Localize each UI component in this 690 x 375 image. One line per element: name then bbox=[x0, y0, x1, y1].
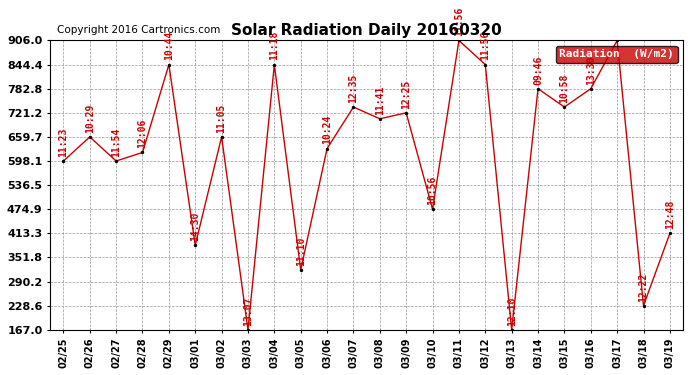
Text: 11:54: 11:54 bbox=[111, 128, 121, 157]
Text: 09:46: 09:46 bbox=[533, 55, 543, 84]
Text: 12:48: 12:48 bbox=[665, 200, 675, 229]
Point bbox=[322, 146, 333, 152]
Point bbox=[84, 134, 95, 140]
Text: 11:23: 11:23 bbox=[59, 128, 68, 157]
Point bbox=[374, 116, 385, 122]
Text: 12:22: 12:22 bbox=[638, 272, 649, 302]
Point bbox=[664, 230, 676, 236]
Point bbox=[58, 158, 69, 164]
Text: 10:24: 10:24 bbox=[322, 115, 332, 144]
Point bbox=[611, 38, 622, 44]
Point bbox=[559, 104, 570, 110]
Text: 11:10: 11:10 bbox=[296, 236, 306, 266]
Title: Solar Radiation Daily 20160320: Solar Radiation Daily 20160320 bbox=[231, 23, 502, 38]
Legend: Radiation  (W/m2): Radiation (W/m2) bbox=[556, 46, 678, 63]
Point bbox=[295, 267, 306, 273]
Text: 11:41: 11:41 bbox=[375, 85, 385, 115]
Point bbox=[137, 150, 148, 156]
Text: 12:10: 12:10 bbox=[506, 296, 517, 326]
Point bbox=[110, 158, 121, 164]
Text: 10:44: 10:44 bbox=[164, 31, 174, 60]
Point bbox=[164, 62, 175, 68]
Point bbox=[453, 38, 464, 44]
Text: 12:35: 12:35 bbox=[348, 74, 358, 103]
Point bbox=[585, 86, 596, 92]
Text: 10:56: 10:56 bbox=[428, 176, 437, 205]
Text: Copyright 2016 Cartronics.com: Copyright 2016 Cartronics.com bbox=[57, 25, 220, 35]
Text: 10:58: 10:58 bbox=[560, 74, 569, 103]
Point bbox=[242, 327, 253, 333]
Text: 11:18: 11:18 bbox=[269, 31, 279, 60]
Point bbox=[638, 303, 649, 309]
Text: 10:29: 10:29 bbox=[85, 104, 95, 133]
Text: 11:56: 11:56 bbox=[480, 31, 491, 60]
Text: 13:07: 13:07 bbox=[243, 296, 253, 326]
Point bbox=[216, 134, 227, 140]
Point bbox=[401, 110, 412, 116]
Text: 11:05: 11:05 bbox=[217, 104, 226, 133]
Point bbox=[269, 62, 280, 68]
Point bbox=[190, 242, 201, 248]
Point bbox=[348, 104, 359, 110]
Point bbox=[480, 62, 491, 68]
Point bbox=[427, 206, 438, 212]
Point bbox=[533, 86, 544, 92]
Text: 13:30: 13:30 bbox=[586, 55, 595, 84]
Text: 11:56: 11:56 bbox=[454, 7, 464, 36]
Point bbox=[506, 327, 518, 333]
Text: 12:06: 12:06 bbox=[137, 119, 148, 148]
Text: 14:30: 14:30 bbox=[190, 212, 200, 241]
Text: 12:25: 12:25 bbox=[401, 79, 411, 109]
